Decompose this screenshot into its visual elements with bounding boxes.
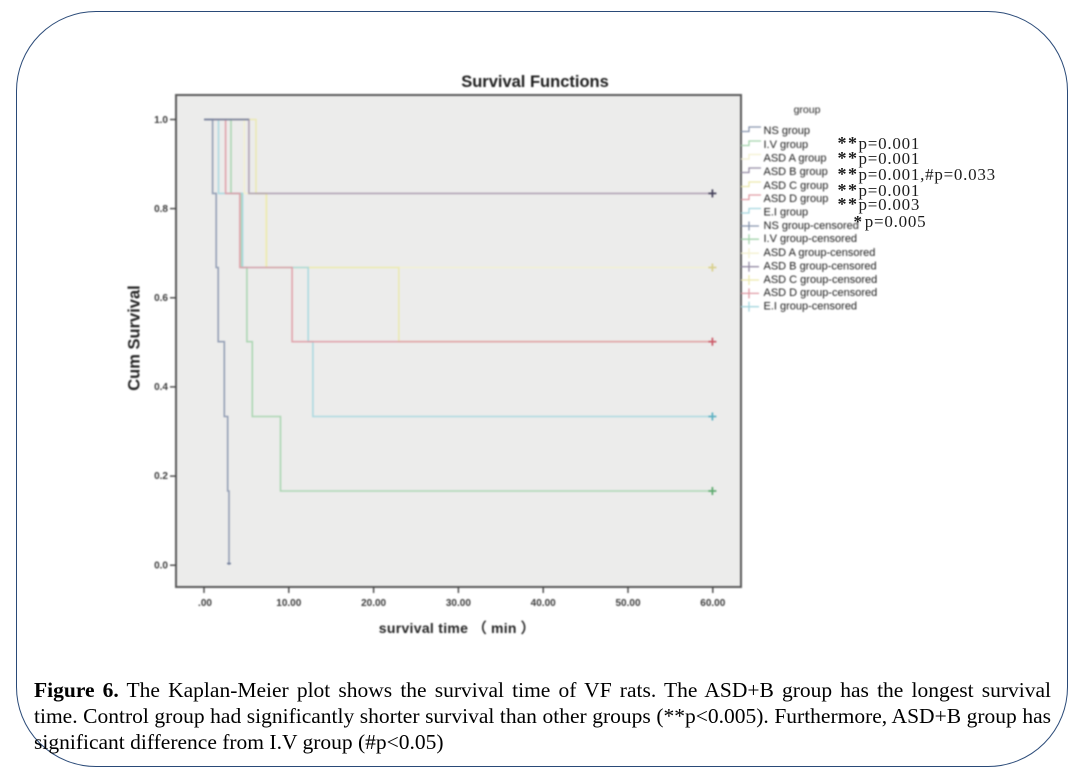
svg-text:ASD A group: ASD A group <box>764 152 827 164</box>
svg-text:ASD B group-censored: ASD B group-censored <box>764 261 877 273</box>
svg-text:20.00: 20.00 <box>361 598 386 609</box>
svg-text:NS group: NS group <box>764 125 810 137</box>
svg-text:ASD C group-censored: ASD C group-censored <box>764 274 878 286</box>
svg-text:10.00: 10.00 <box>276 598 301 609</box>
svg-text:60.00: 60.00 <box>700 598 725 609</box>
svg-text:E.I group: E.I group <box>764 206 809 218</box>
svg-text:Survival Functions: Survival Functions <box>461 73 609 91</box>
svg-text:survival time （ min ）: survival time （ min ） <box>379 620 535 636</box>
svg-text:0.4: 0.4 <box>154 382 168 393</box>
svg-text:0.8: 0.8 <box>154 204 168 215</box>
svg-text:ASD C group: ASD C group <box>764 180 829 192</box>
svg-text:group: group <box>794 104 821 116</box>
svg-text:30.00: 30.00 <box>446 598 471 609</box>
svg-text:Cum Survival: Cum Survival <box>126 285 144 390</box>
svg-text:I.V group: I.V group <box>764 139 809 151</box>
svg-text:0.2: 0.2 <box>154 471 168 482</box>
svg-text:ASD D group-censored: ASD D group-censored <box>764 287 878 299</box>
svg-text:.00: .00 <box>198 598 212 609</box>
svg-text:40.00: 40.00 <box>531 598 556 609</box>
svg-text:1.0: 1.0 <box>154 115 168 126</box>
svg-text:E.I group-censored: E.I group-censored <box>764 301 858 313</box>
svg-text:NS group-censored: NS group-censored <box>764 220 859 232</box>
svg-text:ASD A group-censored: ASD A group-censored <box>764 247 876 259</box>
svg-text:ASD B group: ASD B group <box>764 166 828 178</box>
svg-text:50.00: 50.00 <box>615 598 640 609</box>
svg-text:0.0: 0.0 <box>154 561 168 572</box>
svg-text:ASD D group: ASD D group <box>764 193 829 205</box>
svg-text:I.V group-censored: I.V group-censored <box>764 233 858 245</box>
svg-text:0.6: 0.6 <box>154 293 168 304</box>
